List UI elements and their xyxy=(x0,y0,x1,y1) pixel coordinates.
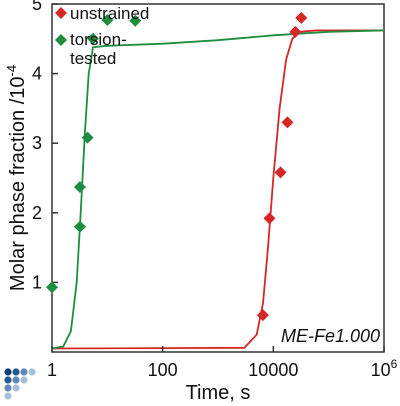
data-point-unstrained xyxy=(274,166,287,179)
y-tick-label: 1 xyxy=(32,272,42,292)
fit-curve-torsion-tested xyxy=(51,29,385,350)
axis-ticks: 1 100 10000 106 1 2 3 4 5 xyxy=(32,0,398,380)
data-point-unstrained xyxy=(289,25,302,38)
data-point-unstrained xyxy=(281,116,294,129)
y-tick-label: 5 xyxy=(32,0,42,14)
x-axis-label: Time, s xyxy=(186,382,251,404)
data-point-torsion-tested xyxy=(86,32,99,45)
data-point-torsion-tested xyxy=(73,181,86,194)
y-axis-label-exponent: -4 xyxy=(4,65,19,77)
data-point-torsion-tested xyxy=(129,14,142,27)
model-annotation: ME-Fe1.000 xyxy=(281,326,380,346)
data-point-unstrained xyxy=(295,11,308,24)
legend-label-torsion-tested-cont: tested xyxy=(70,49,116,68)
y-tick-label: 4 xyxy=(32,64,42,84)
y-tick-label: 2 xyxy=(32,203,42,223)
data-point-unstrained xyxy=(263,212,276,225)
data-point-torsion-tested xyxy=(73,220,86,233)
fit-curves xyxy=(51,29,385,350)
plot-frame xyxy=(51,3,385,353)
data-point-torsion-tested xyxy=(81,131,94,144)
data-point-torsion-tested xyxy=(46,281,58,294)
legend-label-torsion-tested: torsion- xyxy=(70,30,127,49)
x-tick-label: 1 xyxy=(47,360,57,380)
x-tick-label: 10000 xyxy=(248,360,298,380)
x-tick-label: 100 xyxy=(148,360,178,380)
y-tick-label: 3 xyxy=(32,133,42,153)
data-markers xyxy=(46,11,308,322)
data-point-torsion-tested xyxy=(101,14,114,27)
y-axis-label-text: Molar phase fraction /10 xyxy=(7,77,29,292)
fit-curve-unstrained xyxy=(51,29,384,350)
molecule-logo-icon xyxy=(4,368,36,400)
legend: unstrained torsion- tested xyxy=(55,4,149,68)
x-tick-label: 106 xyxy=(371,357,398,380)
y-axis-label: Molar phase fraction /10-4 xyxy=(4,65,29,291)
legend-marker-torsion-tested xyxy=(55,34,67,46)
legend-label-unstrained: unstrained xyxy=(70,4,149,23)
x-tick-label-exponent: 6 xyxy=(391,357,398,371)
data-point-unstrained xyxy=(256,309,269,322)
legend-marker-unstrained xyxy=(55,7,67,19)
